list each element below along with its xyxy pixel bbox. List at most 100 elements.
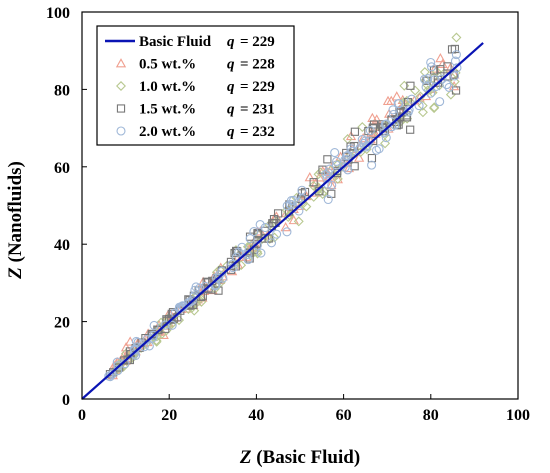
data-point-circle [431,81,441,92]
data-point-circle [144,341,154,351]
data-point-circle [149,320,159,330]
legend-label: Basic Fluid [139,34,212,50]
legend-q-value: = 228 [240,57,275,73]
legend-q-symbol: q [227,34,235,50]
data-point-circle [330,148,340,158]
data-point-triangle [358,133,369,143]
legend-label: 2.0 wt.% [139,124,196,140]
data-point-circle [234,247,244,257]
data-point-square [202,277,211,286]
legend-label: 1.0 wt.% [139,79,196,95]
data-point-circle [214,273,224,283]
data-point-diamond [236,260,247,271]
y-tick-label: 80 [54,82,70,99]
data-point-square [309,178,318,187]
data-point-circle [195,283,205,293]
data-point-circle [340,162,350,172]
data-point-diamond [429,102,440,113]
data-point-circle [167,320,177,330]
data-point-diamond [293,216,304,227]
data-point-diamond [410,85,421,96]
data-point-triangle [294,200,305,210]
data-point-circle [255,219,265,230]
data-point-square [449,70,458,79]
data-point-circle [133,337,143,347]
data-point-square [406,125,415,134]
y-tick-label: 100 [46,5,70,22]
data-point-diamond [445,89,456,100]
data-point-diamond [417,100,428,111]
data-point-diamond [449,76,460,87]
data-point-circle [288,195,299,205]
data-point-square [447,45,457,54]
legend-marker-square [116,104,126,113]
data-point-circle [113,361,123,371]
data-point-diamond [252,246,263,257]
data-point-square [269,218,278,228]
data-point-circle [437,74,447,84]
data-point-circle [388,105,398,115]
data-point-circle [249,227,259,237]
data-point-circle [323,194,333,205]
data-point-diamond [317,189,328,200]
legend-q-symbol: q [227,79,235,95]
data-point-circle [243,255,253,265]
data-point-circle [360,136,370,146]
data-point-square [399,107,408,117]
data-point-triangle [386,95,397,105]
data-point-triangle [371,114,382,124]
y-tick-label: 0 [62,392,70,409]
data-point-square [350,127,360,136]
data-point-square [406,81,415,90]
legend-q-value: = 229 [240,79,275,95]
data-point-circle [342,151,352,161]
data-point-diamond [417,107,428,118]
data-point-circle [340,155,350,165]
x-tick-label: 0 [78,407,86,424]
data-point-circle [237,242,247,252]
data-point-circle [282,201,292,211]
data-point-diamond [149,331,159,342]
data-point-circle [331,156,342,166]
legend-label: 0.5 wt.% [139,57,196,73]
plot-area-frame [81,11,519,400]
data-point-circle [331,160,341,170]
legend-q-value: = 231 [240,102,275,118]
data-point-circle [442,80,452,90]
data-point-triangle [280,221,291,232]
legend-box [96,25,295,146]
data-point-triangle [391,91,402,101]
data-point-circle [365,126,375,136]
legend-q-value: = 232 [240,124,275,140]
data-point-diamond [380,138,391,149]
data-point-circle [297,185,307,195]
y-axis-title: Z (Nanofluids) [5,161,26,280]
legend-q-symbol: q [227,57,235,73]
data-point-triangle [354,152,365,162]
data-point-triangle [326,179,337,190]
data-point-diamond [174,315,185,326]
data-point-circle [160,320,170,330]
data-point-circle [107,369,117,379]
data-point-circle [404,105,414,115]
legend: Basic Fluid q = 229 0.5 wt.% q = 228 1.0 wt.% q… [96,25,295,146]
data-point-triangle [435,53,446,63]
data-point-circle [388,109,399,119]
data-point-circle [379,128,389,138]
data-point-circle [187,296,197,306]
y-tick-label: 60 [54,160,70,177]
data-point-circle [414,101,424,111]
data-point-circle [267,238,277,248]
legend-q-value: = 229 [240,34,275,50]
data-point-diamond [332,173,343,184]
y-tick-label: 40 [54,237,70,254]
data-point-circle [421,82,431,92]
x-tick-label: 20 [161,407,177,424]
x-tick-label: 40 [248,407,264,424]
legend-marker-triangle [115,58,127,68]
data-point-circle [371,145,382,155]
data-point-circle [367,160,377,170]
data-point-square [323,155,332,164]
